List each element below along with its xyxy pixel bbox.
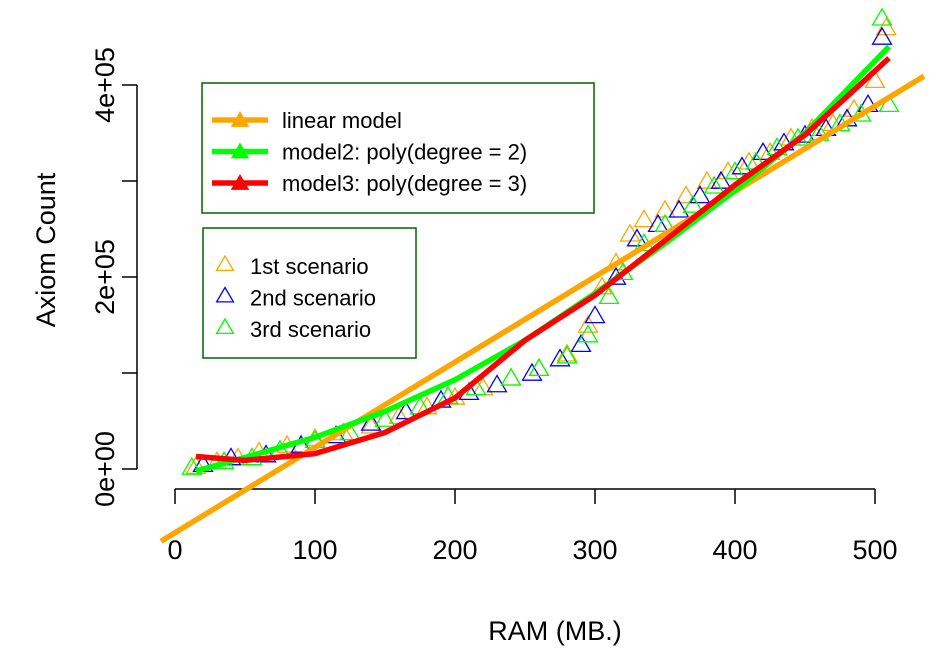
legend-label: 2nd scenario [250, 285, 376, 310]
point [528, 357, 550, 377]
point [549, 348, 571, 367]
point [864, 69, 886, 89]
point [556, 345, 578, 364]
point [633, 209, 655, 228]
point [500, 367, 522, 386]
point [724, 161, 746, 180]
point [682, 194, 704, 213]
point [675, 185, 697, 204]
fit-line [195, 56, 891, 464]
y-tick-label: 4e+05 [90, 47, 120, 123]
legend-box [202, 227, 417, 359]
y-tick-label: 0e+00 [90, 431, 120, 507]
x-tick-label: 100 [292, 535, 337, 565]
legend-marker [215, 286, 235, 303]
legend-box [201, 82, 595, 214]
x-axis-label: RAM (MB.) [488, 616, 621, 646]
point [871, 26, 893, 45]
legend-marker [215, 317, 235, 335]
point [500, 367, 522, 386]
x-tick-label: 200 [432, 535, 477, 565]
legend-label: model2: poly(degree = 2) [282, 139, 527, 164]
point [486, 374, 508, 393]
y-axis-label: Axiom Count [31, 172, 61, 327]
point [871, 7, 893, 26]
legend-label: 1st scenario [250, 254, 369, 279]
point [528, 357, 550, 377]
point [668, 199, 690, 218]
legend-label: linear model [282, 108, 402, 133]
fit-line [159, 73, 926, 544]
legend-label: 3rd scenario [250, 317, 371, 342]
point [577, 324, 599, 343]
point [374, 408, 396, 427]
legend-marker [230, 174, 250, 190]
point [570, 333, 592, 353]
x-tick-label: 0 [167, 535, 182, 565]
point [598, 285, 620, 305]
point [689, 185, 711, 204]
legend-marker [230, 111, 250, 127]
legend-marker [230, 142, 250, 159]
point [703, 175, 725, 194]
point [654, 199, 676, 218]
point [360, 412, 382, 431]
x-tick-label: 300 [572, 535, 617, 565]
point [181, 456, 203, 475]
legend-label: model3: poly(degree = 3) [282, 171, 527, 196]
point [577, 314, 599, 333]
legend-marker [215, 254, 235, 272]
point [395, 401, 417, 420]
y-tick-label: 2e+05 [90, 239, 120, 315]
point [752, 141, 774, 161]
point [584, 305, 606, 324]
point [521, 362, 543, 381]
point [185, 455, 207, 474]
x-tick-label: 500 [852, 535, 897, 565]
x-tick-label: 400 [712, 535, 757, 565]
